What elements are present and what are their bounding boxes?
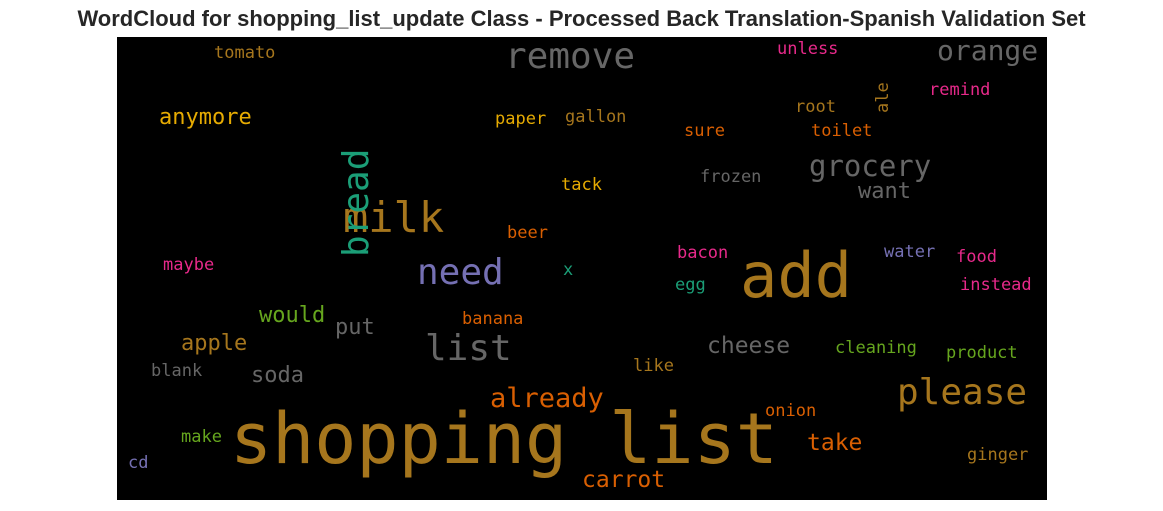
word-beer: beer bbox=[507, 223, 548, 243]
word-remind: remind bbox=[929, 80, 991, 100]
word-already: already bbox=[490, 383, 604, 414]
word-onion: onion bbox=[765, 401, 817, 421]
word-paper: paper bbox=[495, 109, 547, 129]
word-take: take bbox=[807, 430, 863, 456]
word-anymore: anymore bbox=[159, 105, 252, 130]
word-ginger: ginger bbox=[967, 445, 1029, 465]
word-product: product bbox=[946, 343, 1018, 363]
word-frozen: frozen bbox=[700, 167, 762, 187]
word-root: root bbox=[795, 97, 836, 117]
word-blank: blank bbox=[151, 361, 203, 381]
word-gallon: gallon bbox=[565, 107, 627, 127]
word-ale: ale bbox=[873, 82, 893, 113]
word-food: food bbox=[956, 247, 997, 267]
word-apple: apple bbox=[181, 331, 248, 356]
word-orange: orange bbox=[937, 37, 1039, 67]
word-need: need bbox=[417, 252, 504, 293]
word-put: put bbox=[335, 315, 375, 340]
word-toilet: toilet bbox=[811, 121, 873, 141]
word-instead: instead bbox=[960, 275, 1032, 295]
word-cleaning: cleaning bbox=[835, 338, 917, 358]
word-make: make bbox=[181, 427, 222, 447]
word-remove: remove bbox=[505, 37, 636, 77]
word-egg: egg bbox=[675, 275, 706, 295]
word-x: x bbox=[563, 260, 574, 280]
word-soda: soda bbox=[251, 363, 304, 388]
word-sure: sure bbox=[684, 121, 725, 141]
chart-title: WordCloud for shopping_list_update Class… bbox=[77, 6, 1086, 31]
word-banana: banana bbox=[462, 309, 524, 329]
word-tack: tack bbox=[561, 175, 602, 195]
word-carrot: carrot bbox=[582, 467, 666, 493]
word-like: like bbox=[633, 356, 674, 376]
word-bacon: bacon bbox=[677, 243, 729, 263]
word-bread: bread bbox=[336, 148, 377, 257]
word-list: list bbox=[425, 328, 512, 369]
word-shopping-list: shopping list bbox=[230, 398, 778, 480]
word-please: please bbox=[897, 372, 1028, 413]
word-grocery: grocery bbox=[809, 149, 932, 183]
word-water: water bbox=[884, 242, 936, 262]
word-milk: milk bbox=[343, 193, 445, 242]
word-cheese: cheese bbox=[707, 333, 791, 359]
word-add: add bbox=[740, 239, 852, 312]
word-unless: unless bbox=[777, 39, 839, 59]
word-cd: cd bbox=[128, 453, 149, 473]
word-tomato: tomato bbox=[214, 43, 276, 63]
word-would: would bbox=[259, 303, 326, 328]
wordcloud-canvas: shopping list add milk need please remove list… bbox=[117, 37, 1047, 500]
word-maybe: maybe bbox=[163, 255, 215, 275]
word-want: want bbox=[858, 179, 911, 204]
